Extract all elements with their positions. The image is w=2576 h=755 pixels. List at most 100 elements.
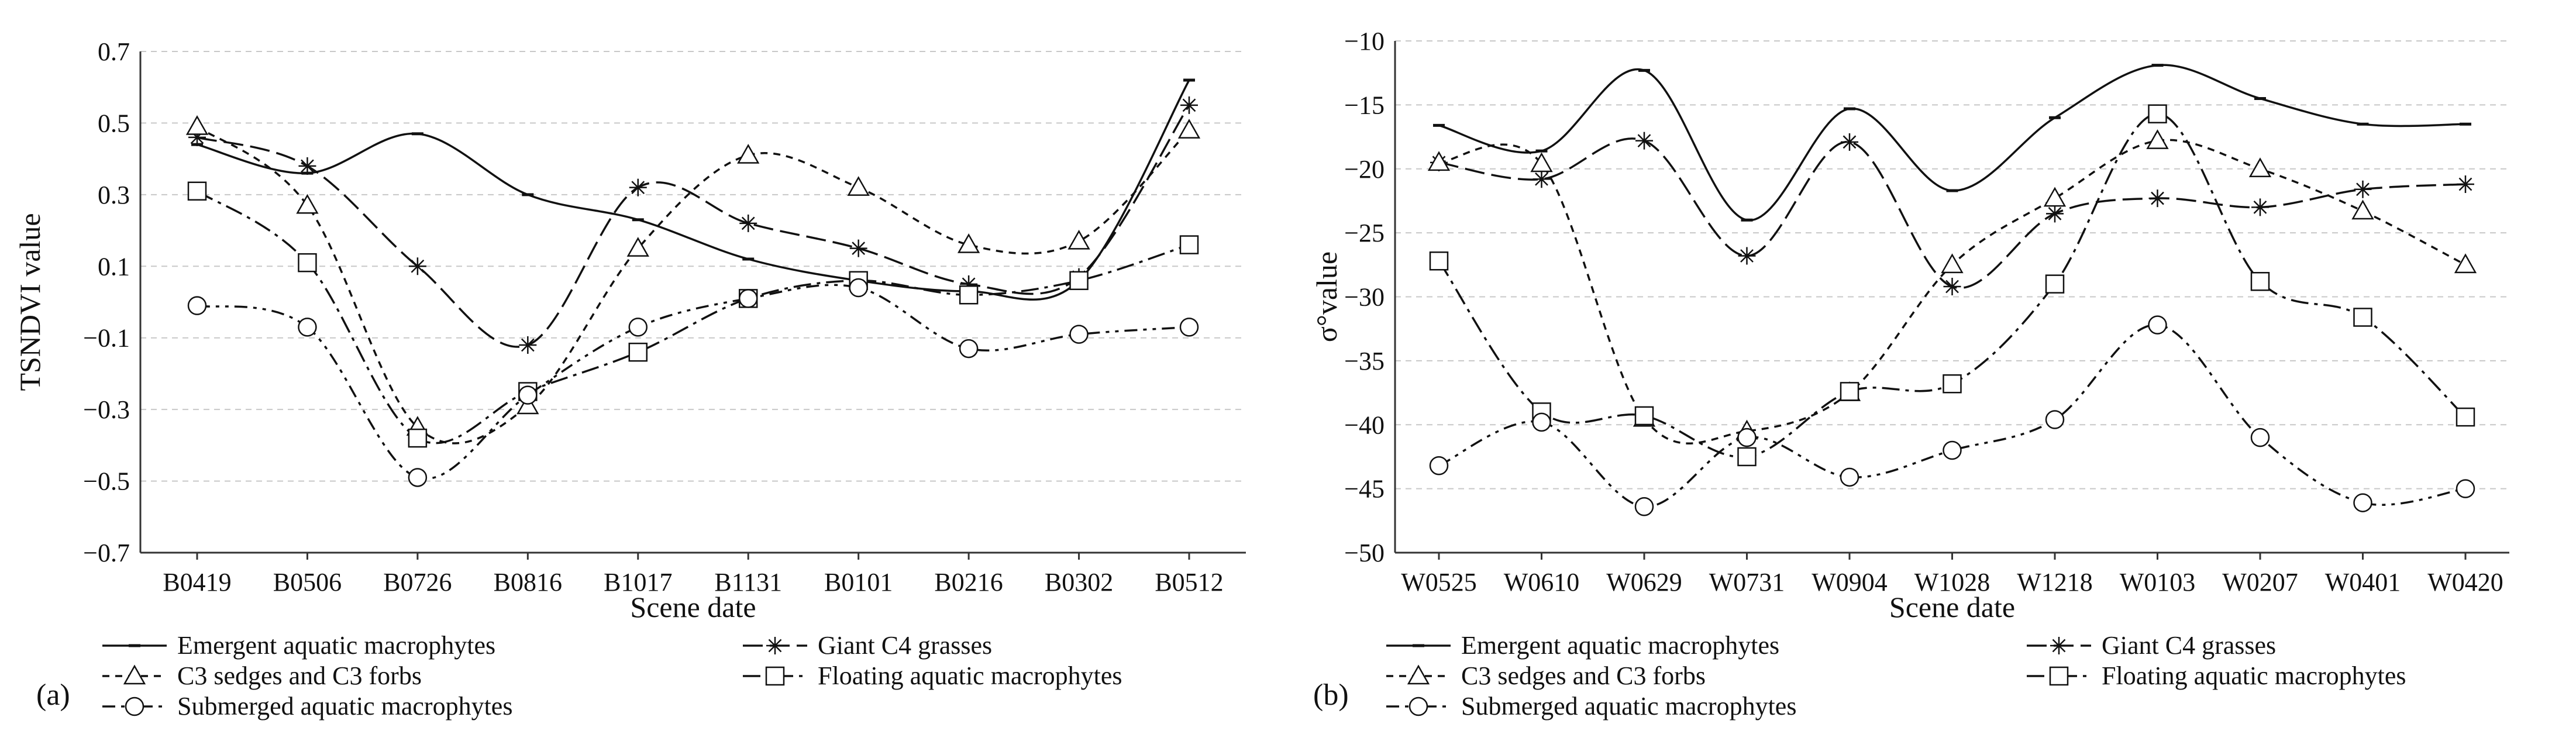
- data-point: [1738, 247, 1756, 265]
- data-point: [1737, 428, 1757, 447]
- data-point: [1635, 132, 1653, 150]
- x-tick-label: W0103: [2120, 568, 2196, 597]
- data-point: [737, 143, 760, 164]
- data-point: [298, 157, 316, 175]
- y-axis-title: σ°value: [1310, 251, 1343, 342]
- x-tick-label: W0420: [2427, 568, 2503, 597]
- x-tick-label: B0816: [494, 568, 562, 597]
- data-point: [408, 428, 428, 448]
- panel-label: (a): [36, 678, 70, 712]
- legend-label: Submerged aquatic macrophytes: [177, 692, 512, 720]
- legend-marker: [2050, 637, 2068, 654]
- series-square: [187, 181, 1199, 448]
- data-point: [1532, 170, 1551, 188]
- data-point: [1841, 133, 1858, 151]
- data-point: [1179, 235, 1199, 254]
- chart-panel-a: −0.7 −0.5 −0.3 −0.1 0.1 0.3 0.5 0.7 B0419 B0506 B0…: [13, 37, 1246, 720]
- series-circle: [187, 278, 1199, 487]
- y-tick-label: −30: [1344, 283, 1385, 312]
- series-triangle: [185, 115, 1201, 444]
- data-point: [298, 253, 317, 273]
- data-point: [2454, 253, 2477, 274]
- data-point: [2045, 410, 2065, 429]
- x-tick-label: B0726: [383, 568, 452, 597]
- data-point: [1429, 251, 1449, 271]
- y-tick-label: −0.1: [83, 324, 130, 353]
- data-point: [1532, 412, 1551, 432]
- legend-label: Giant C4 grasses: [2102, 631, 2276, 660]
- y-tick-label: −10: [1344, 27, 1385, 56]
- y-tick-label: 0.1: [98, 252, 130, 281]
- x-axis-title: Scene date: [1889, 591, 2015, 623]
- x-tick-label: B1131: [714, 568, 782, 597]
- data-point: [629, 178, 647, 196]
- data-point: [959, 285, 979, 305]
- legend-marker: [766, 637, 784, 654]
- y-tick-label: −25: [1344, 219, 1385, 247]
- data-point: [2351, 199, 2374, 220]
- x-tick-label: W0610: [1504, 568, 1580, 597]
- data-point: [960, 275, 978, 293]
- x-tick-label: B0101: [824, 568, 893, 597]
- x-tick-label: W0629: [1606, 568, 1682, 597]
- legend-label: Emergent aquatic macrophytes: [177, 631, 495, 660]
- series-line: [197, 104, 1190, 348]
- series-line: [1438, 137, 2466, 289]
- legend: Emergent aquatic macrophytes Giant C4 gra…: [102, 631, 1122, 720]
- data-point: [2148, 189, 2167, 208]
- data-point: [957, 233, 980, 253]
- panel-label: (b): [1313, 678, 1349, 712]
- x-tick-label: W0401: [2325, 568, 2401, 597]
- data-point: [2354, 180, 2372, 198]
- series-line: [196, 126, 1190, 444]
- data-point: [296, 194, 319, 214]
- data-point: [1177, 119, 1201, 139]
- data-point: [1943, 278, 1961, 295]
- data-point: [1943, 440, 1962, 460]
- x-tick-label: W0731: [1709, 568, 1785, 597]
- data-point: [188, 128, 206, 146]
- data-point: [849, 278, 868, 298]
- data-point: [518, 385, 538, 405]
- data-point: [2353, 493, 2372, 512]
- data-point: [1429, 456, 1449, 475]
- data-point: [849, 239, 867, 257]
- data-point: [738, 289, 758, 308]
- data-point: [519, 336, 537, 354]
- x-tick-label: B0216: [934, 568, 1003, 597]
- series-line: [197, 190, 1190, 444]
- x-tick-label: W0904: [1812, 568, 1888, 597]
- data-point: [516, 394, 539, 415]
- data-point: [1427, 151, 1451, 171]
- data-point: [2148, 315, 2167, 335]
- data-point: [185, 115, 209, 135]
- data-point: [2146, 129, 2169, 149]
- data-point: [1737, 447, 1757, 467]
- y-tick-label: −0.7: [83, 539, 130, 567]
- legend-marker: [123, 664, 146, 685]
- series-line: [1438, 323, 2466, 508]
- data-point: [1069, 271, 1089, 291]
- x-tick-label: B0506: [273, 568, 342, 597]
- data-point: [298, 318, 317, 337]
- series-star: [188, 96, 1198, 354]
- data-point: [2046, 205, 2064, 223]
- x-tick-label: B1017: [604, 568, 672, 597]
- data-point: [959, 339, 979, 358]
- series-line: [197, 284, 1190, 480]
- y-tick-label: −45: [1344, 475, 1385, 504]
- data-point: [1840, 382, 1859, 401]
- data-point: [2250, 272, 2270, 291]
- series-line: [1438, 64, 2466, 222]
- y-tick-label: −40: [1344, 411, 1385, 439]
- series-line: [197, 80, 1190, 301]
- legend-marker: [125, 697, 144, 716]
- data-point: [187, 181, 207, 201]
- legend-label: C3 sedges and C3 forbs: [177, 661, 422, 690]
- data-point: [2043, 187, 2067, 207]
- y-tick-label: 0.3: [98, 181, 130, 209]
- data-point: [2250, 428, 2270, 447]
- legend-label: Emergent aquatic macrophytes: [1461, 631, 1779, 660]
- data-point: [1069, 325, 1089, 344]
- data-point: [2456, 479, 2475, 498]
